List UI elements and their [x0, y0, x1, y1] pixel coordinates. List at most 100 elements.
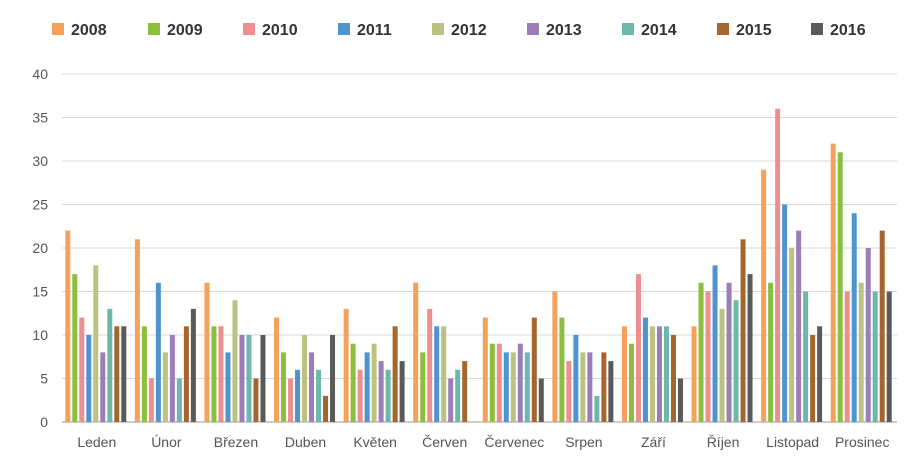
y-axis-ticks: 0 5 10 15 20 25 30 35 40: [32, 66, 48, 430]
bar-2013-Únor: [169, 335, 175, 422]
bar-2009-Září: [628, 343, 634, 422]
bar-2013-Prosinec: [865, 248, 871, 422]
bar-2009-Listopad: [768, 282, 774, 422]
bar-2008-Leden: [65, 230, 71, 422]
bar-2015-Květen: [392, 326, 398, 422]
bar-2015-Říjen: [740, 239, 746, 422]
legend-swatch-2014: [622, 23, 634, 35]
legend-label-2009: 2009: [167, 22, 203, 39]
bar-2009-Květen: [350, 343, 356, 422]
x-category-label: Září: [641, 434, 666, 450]
bar-2012-Březen: [232, 300, 238, 422]
bar-2016-Září: [677, 378, 683, 422]
bar-2013-Leden: [100, 352, 106, 422]
legend-label-2012: 2012: [451, 22, 487, 39]
legend-swatch-2012: [432, 23, 444, 35]
bar-2014-Květen: [385, 369, 391, 422]
legend-swatch-2010: [243, 23, 255, 35]
y-tick-label: 35: [32, 110, 48, 126]
legend-swatch-2009: [148, 23, 160, 35]
legend: 2008 2009 2010 2011 2012 2013 2014 2015 2016: [52, 22, 866, 39]
x-category-label: Červen: [422, 434, 467, 450]
y-tick-label: 10: [32, 327, 48, 343]
bar-2014-Duben: [316, 369, 322, 422]
legend-swatch-2008: [52, 23, 64, 35]
bar-2016-Říjen: [747, 274, 753, 422]
x-category-label: Únor: [151, 434, 182, 450]
bar-2014-Listopad: [803, 291, 809, 422]
bar-2014-Září: [663, 326, 669, 422]
bar-2013-Listopad: [796, 230, 802, 422]
bar-2012-Září: [649, 326, 655, 422]
bars: [65, 108, 892, 423]
bar-2016-Květen: [399, 361, 405, 422]
bar-2008-Únor: [134, 239, 140, 422]
legend-label-2016: 2016: [830, 22, 866, 39]
x-category-label: Srpen: [565, 434, 602, 450]
bar-2014-Červen: [455, 369, 461, 422]
bar-2015-Září: [670, 335, 676, 422]
bar-2016-Listopad: [817, 326, 823, 422]
bar-2014-Březen: [246, 335, 252, 422]
legend-swatch-2015: [717, 23, 729, 35]
bar-2010-Červenec: [496, 343, 502, 422]
bar-2016-Únor: [190, 308, 196, 422]
bar-2012-Květen: [371, 343, 377, 422]
bar-2016-Srpen: [608, 361, 614, 422]
bar-2010-Únor: [148, 378, 154, 422]
y-tick-label: 30: [32, 153, 48, 169]
bar-2013-Květen: [378, 361, 384, 422]
bar-2015-Červenec: [531, 317, 537, 422]
legend-label-2014: 2014: [641, 22, 677, 39]
y-tick-label: 5: [40, 371, 48, 387]
bar-2010-Prosinec: [844, 291, 850, 422]
bar-2008-Prosinec: [830, 143, 836, 422]
bar-2011-Březen: [225, 352, 231, 422]
bar-2014-Leden: [107, 308, 113, 422]
bar-2016-Červenec: [538, 378, 544, 422]
bar-2009-Prosinec: [837, 152, 843, 423]
bar-2010-Květen: [357, 369, 363, 422]
bar-2015-Červen: [462, 361, 468, 422]
bar-2014-Říjen: [733, 300, 739, 422]
x-category-label: Březen: [214, 434, 258, 450]
bar-2011-Září: [642, 317, 648, 422]
bar-2010-Leden: [79, 317, 85, 422]
bar-2012-Listopad: [789, 248, 795, 422]
bar-2014-Srpen: [594, 395, 600, 422]
bar-2010-Listopad: [775, 108, 781, 423]
bar-2012-Leden: [93, 265, 99, 422]
x-category-label: Prosinec: [835, 434, 889, 450]
bar-2015-Leden: [114, 326, 120, 422]
bar-2012-Únor: [162, 352, 168, 422]
y-tick-label: 15: [32, 284, 48, 300]
bar-2011-Listopad: [782, 204, 788, 422]
x-category-label: Červenec: [484, 434, 544, 450]
bar-2015-Únor: [183, 326, 189, 422]
x-axis-categories: Leden Únor Březen Duben Květen Červen Červenec…: [77, 434, 889, 450]
bar-2008-Březen: [204, 282, 210, 422]
bar-2012-Červen: [441, 326, 447, 422]
bar-2009-Červen: [420, 352, 426, 422]
y-tick-label: 0: [40, 414, 48, 430]
legend-label-2010: 2010: [262, 22, 298, 39]
bar-2009-Červenec: [489, 343, 495, 422]
bar-2012-Říjen: [719, 308, 725, 422]
bar-2013-Duben: [309, 352, 315, 422]
bar-2010-Srpen: [566, 361, 572, 422]
bar-2015-Srpen: [601, 352, 607, 422]
bar-2016-Duben: [330, 335, 336, 422]
bar-2009-Březen: [211, 326, 217, 422]
bar-2009-Únor: [141, 326, 147, 422]
bar-2010-Září: [635, 274, 641, 422]
bar-2010-Duben: [288, 378, 294, 422]
bar-2011-Červen: [434, 326, 440, 422]
x-category-label: Leden: [77, 434, 116, 450]
bar-2015-Listopad: [810, 335, 816, 422]
bar-2009-Duben: [281, 352, 287, 422]
legend-label-2011: 2011: [357, 22, 392, 39]
bar-2011-Říjen: [712, 265, 718, 422]
legend-label-2013: 2013: [546, 22, 582, 39]
bar-2008-Červen: [413, 282, 419, 422]
bar-2014-Únor: [176, 378, 182, 422]
